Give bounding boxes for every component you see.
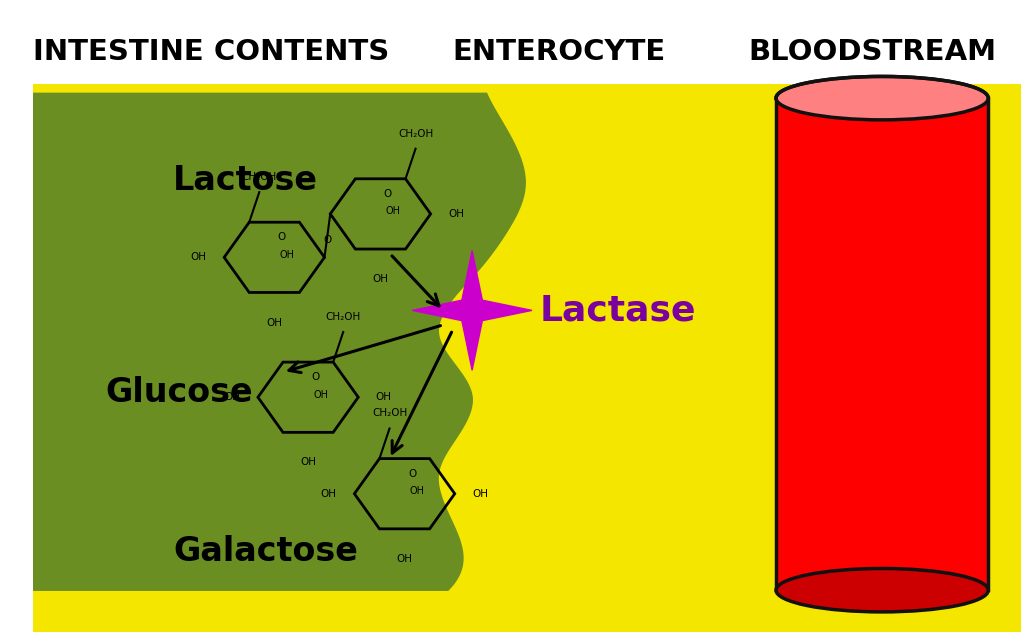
- Text: O: O: [311, 372, 319, 382]
- Text: CH₂OH: CH₂OH: [372, 408, 408, 419]
- Text: Glucose: Glucose: [105, 376, 253, 409]
- Text: OH: OH: [321, 489, 337, 499]
- Text: ENTEROCYTE: ENTEROCYTE: [453, 38, 666, 66]
- Text: Galactose: Galactose: [173, 535, 357, 568]
- Text: OH: OH: [300, 457, 316, 467]
- Text: Lactase: Lactase: [540, 293, 696, 327]
- Text: OH: OH: [396, 554, 413, 564]
- Text: Lactose: Lactose: [173, 164, 318, 197]
- Text: BLOODSTREAM: BLOODSTREAM: [749, 38, 996, 66]
- Text: O: O: [408, 469, 416, 478]
- Text: OH: OH: [385, 206, 400, 217]
- Ellipse shape: [776, 77, 988, 120]
- Text: OH: OH: [449, 209, 464, 219]
- Bar: [33, 12, 1021, 84]
- Text: O: O: [278, 232, 286, 242]
- Polygon shape: [33, 93, 525, 590]
- Text: OH: OH: [224, 392, 241, 403]
- Text: OH: OH: [472, 489, 488, 499]
- Polygon shape: [413, 251, 531, 370]
- Text: O: O: [324, 235, 332, 246]
- Bar: [776, 98, 988, 590]
- Ellipse shape: [776, 568, 988, 612]
- Text: OH: OH: [313, 390, 328, 400]
- Text: CH₂OH: CH₂OH: [242, 172, 276, 182]
- Text: O: O: [384, 189, 392, 199]
- Text: CH₂OH: CH₂OH: [398, 129, 433, 139]
- Text: OH: OH: [280, 250, 294, 260]
- Text: OH: OH: [266, 318, 283, 327]
- Text: OH: OH: [376, 392, 392, 403]
- Text: OH: OH: [410, 486, 425, 496]
- Text: CH₂OH: CH₂OH: [326, 312, 360, 322]
- Text: INTESTINE CONTENTS: INTESTINE CONTENTS: [34, 38, 390, 66]
- Text: OH: OH: [373, 274, 388, 284]
- Text: OH: OH: [190, 252, 207, 262]
